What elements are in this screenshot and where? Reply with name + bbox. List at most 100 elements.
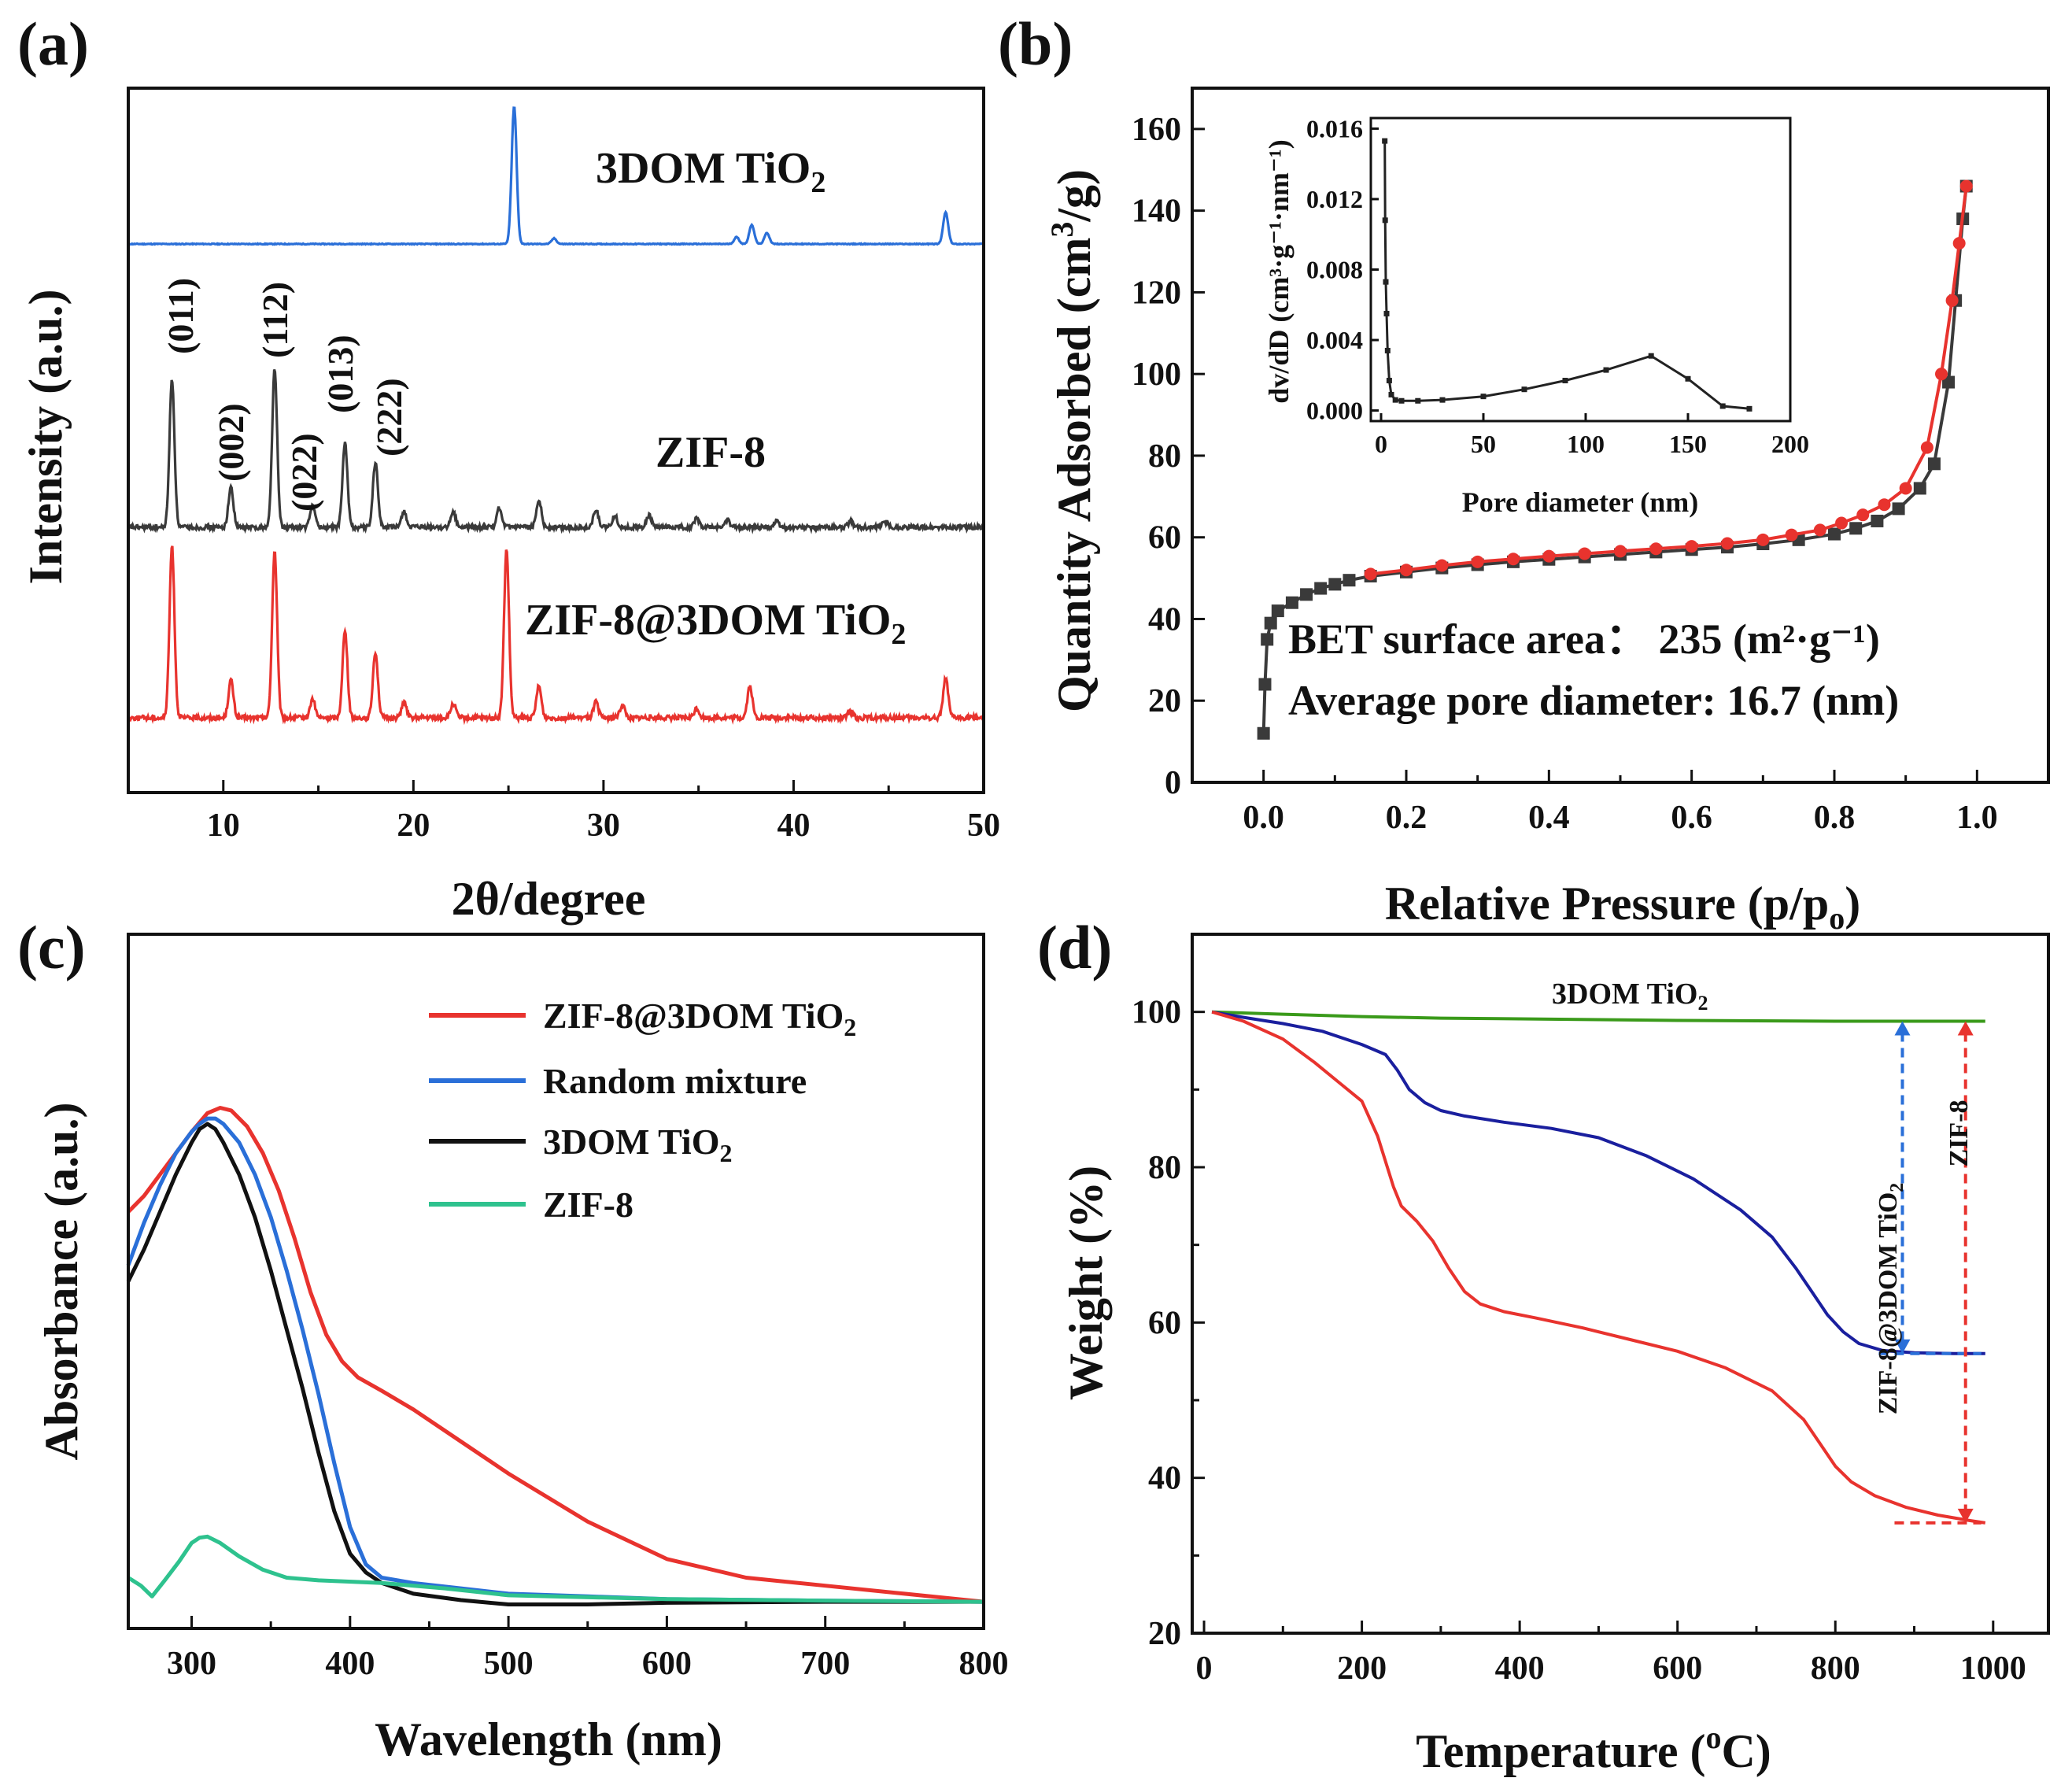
inset-xtick-label: 100 (1567, 430, 1605, 458)
isotherm-point (1314, 582, 1328, 595)
d-xtick-label: 400 (1495, 1650, 1545, 1687)
panel-a-x-title: 2θ/degree (452, 873, 646, 925)
hkl-222: (222) (369, 378, 409, 456)
isotherm-point (1300, 588, 1313, 601)
pore-distribution-point (1603, 367, 1609, 373)
panel-b-x-title: Relative Pressure (p/po) (1385, 878, 1860, 936)
hkl-013: (013) (320, 335, 360, 413)
b-xtick-label: 0.0 (1243, 800, 1284, 836)
d-xtick-label: 600 (1653, 1650, 1702, 1687)
isotherm-point (1261, 633, 1274, 646)
d-xtick-label: 800 (1811, 1650, 1860, 1687)
tga-series-1 (1211, 1010, 1985, 1355)
b-xtick-label: 0.2 (1386, 800, 1428, 836)
a-xtick-label: 10 (207, 808, 240, 844)
uvvis-series-2 (126, 1122, 984, 1606)
d-xtick-label: 1000 (1960, 1650, 2026, 1687)
pore-distribution-point (1439, 397, 1446, 403)
inset-xtick-label: 50 (1471, 430, 1496, 458)
isotherm-point (1942, 375, 1956, 389)
c-xtick-label: 400 (325, 1646, 375, 1682)
b-ytick-label: 0 (1165, 765, 1181, 801)
pore-distribution-point (1521, 386, 1527, 393)
panel-a-xrd: (a) 10 20 30 40 50 2θ/degree Intensity (a.u.… (17, 9, 1000, 925)
isotherm-point (1328, 578, 1342, 591)
isotherm-point (1856, 508, 1870, 522)
isotherm-point (1959, 179, 1973, 193)
legend-3dom: 3DOM TiO2 (543, 1122, 733, 1167)
tga-series-0 (1212, 1010, 1985, 1023)
panel-a-curves (127, 106, 985, 726)
b-ytick-label: 80 (1148, 438, 1181, 475)
inset-xtick-label: 200 (1771, 430, 1809, 458)
isotherm-point (1927, 457, 1941, 471)
isotherm-point (1935, 368, 1948, 381)
c-xtick-label: 500 (484, 1646, 534, 1682)
arrow-head-down (1957, 1508, 1974, 1523)
pore-distribution-point (1382, 217, 1388, 224)
c-xtick-label: 800 (959, 1646, 1009, 1682)
panel-a-label: (a) (17, 9, 89, 78)
panel-d-tga: (d) 0 200 400 600 800 1000 20 40 60 80 100 Tempera… (1037, 913, 2050, 1777)
b-xtick-label: 0.4 (1528, 800, 1570, 836)
c-xtick-label: 600 (642, 1646, 692, 1682)
d-ytick-label: 80 (1148, 1150, 1181, 1186)
panel-d-x-title: Temperature (oC) (1416, 1720, 1771, 1777)
pore-distribution-point (1719, 403, 1726, 409)
c-xtick-label: 300 (167, 1646, 216, 1682)
panel-a-frame (127, 87, 985, 794)
hkl-022: (022) (284, 433, 324, 512)
b-ytick-label: 100 (1132, 357, 1181, 393)
pore-distribution-point (1386, 378, 1392, 384)
isotherm-point (1920, 441, 1933, 454)
isotherm-point (1542, 549, 1556, 563)
d-ytick-label: 40 (1148, 1461, 1181, 1497)
isotherm-point (1364, 567, 1377, 581)
isotherm-point (1878, 498, 1891, 512)
isotherm-point (1952, 237, 1966, 250)
panel-c-frame (127, 933, 985, 1630)
inset-xtick-label: 150 (1669, 430, 1707, 458)
isotherm-point (1264, 616, 1277, 630)
panel-c-y-title: Absorbance (a.u.) (35, 1102, 87, 1460)
hkl-002: (002) (211, 403, 251, 482)
arrow-head-up (1894, 1021, 1911, 1036)
inset-ytick-label: 0.008 (1306, 256, 1363, 284)
arrow-head-up (1957, 1021, 1974, 1036)
inset-ytick-label: 0.016 (1306, 114, 1363, 142)
panel-d-arrows (1878, 1021, 1982, 1525)
isotherm-point (1835, 516, 1849, 530)
panel-d-ticks: 0 200 400 600 800 1000 20 40 60 80 100 (1132, 995, 2026, 1687)
pore-distribution-point (1648, 353, 1654, 359)
isotherm-point (1257, 726, 1270, 740)
pore-distribution-point (1746, 405, 1753, 412)
isotherm-point (1849, 522, 1863, 535)
isotherm-point (1471, 555, 1484, 568)
d-ytick-label: 20 (1148, 1616, 1181, 1652)
panel-d-y-title: Weight (%) (1060, 1166, 1112, 1400)
isotherm-point (1756, 533, 1770, 546)
label-arrow-zif8-3dom: ZIF-8@3DOM TiO2 (1874, 1183, 1908, 1415)
pore-distribution-point (1383, 279, 1389, 285)
uvvis-series-3 (127, 1534, 984, 1604)
xrd-series-1 (127, 369, 985, 534)
b-xtick-label: 0.8 (1814, 800, 1856, 836)
isotherm-point (1649, 542, 1663, 556)
a-xtick-label: 50 (967, 808, 1000, 844)
isotherm-point (1913, 482, 1926, 495)
panel-d-frame (1191, 933, 2050, 1635)
xrd-series-2 (127, 545, 985, 726)
label-tga-3dom: 3DOM TiO2 (1552, 978, 1708, 1015)
a-xtick-label: 30 (587, 808, 620, 844)
panel-c-legend: ZIF-8@3DOM TiO2 Random mixture 3DOM TiO2… (429, 996, 856, 1225)
isotherm-point (1271, 604, 1284, 618)
panel-b-bet: (b) 0.0 0.2 0.4 0.6 0.8 1.0 0 20 40 60 80 100 120 140… (998, 9, 2050, 936)
label-3dom-tio2: 3DOM TiO2 (596, 144, 825, 199)
inset-x-title: Pore diameter (nm) (1462, 486, 1699, 518)
isotherm-point (1899, 482, 1912, 495)
isotherm-point (1614, 545, 1627, 558)
d-xtick-label: 200 (1337, 1650, 1387, 1687)
pore-distribution-point (1392, 397, 1398, 403)
panel-c-curves (126, 1106, 984, 1606)
isotherm-point (1343, 574, 1356, 587)
